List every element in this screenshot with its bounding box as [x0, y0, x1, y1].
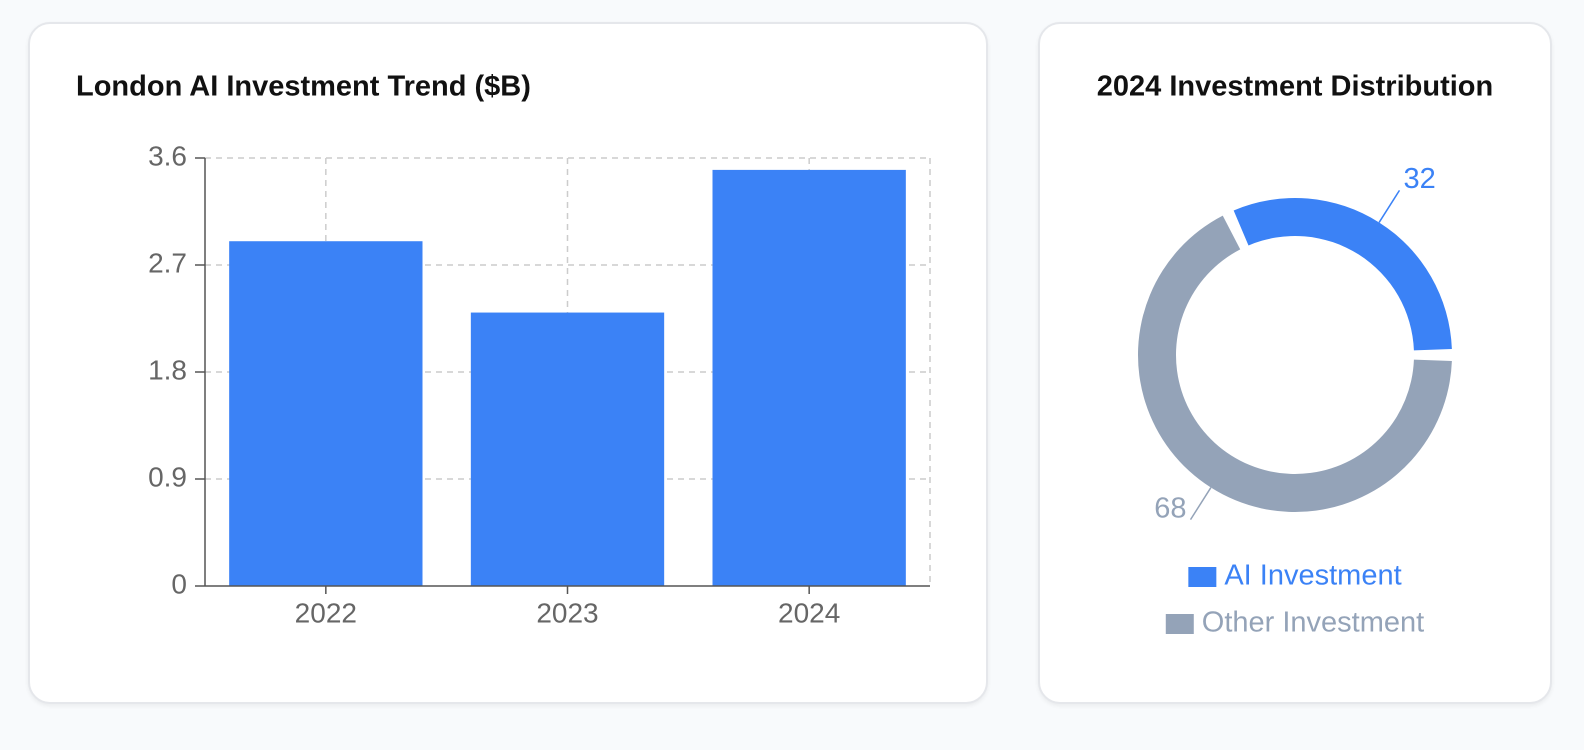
label-line: [1189, 487, 1212, 521]
y-tick-label: 3.6: [148, 140, 187, 171]
label-line: [1378, 189, 1401, 223]
x-tick-label: 2024: [778, 597, 840, 628]
bar: [712, 169, 906, 586]
legend-item: AI Investment: [1188, 560, 1402, 592]
bar: [470, 312, 665, 586]
y-tick-label: 0.9: [148, 461, 187, 492]
legend-label: Other Investment: [1202, 607, 1424, 639]
data-label: 32: [1403, 163, 1435, 195]
y-tick-label: 1.8: [148, 354, 187, 385]
pie-card: [1038, 22, 1552, 704]
x-tick-label: 2022: [295, 597, 357, 628]
y-tick-label: 2.7: [148, 247, 187, 278]
legend-item: Other Investment: [1165, 607, 1424, 639]
y-tick-label: 0: [171, 568, 187, 599]
legend-swatch: [1165, 614, 1194, 634]
donut-segment: [1233, 197, 1452, 351]
data-label: 68: [1154, 492, 1186, 524]
chart-title: London AI Investment Trend ($B): [76, 71, 531, 103]
chart-title: 2024 Investment Distribution: [1097, 71, 1493, 103]
legend-label: AI Investment: [1224, 560, 1401, 592]
bar: [229, 241, 423, 586]
legend-swatch: [1188, 567, 1217, 587]
x-tick-label: 2023: [536, 597, 598, 628]
